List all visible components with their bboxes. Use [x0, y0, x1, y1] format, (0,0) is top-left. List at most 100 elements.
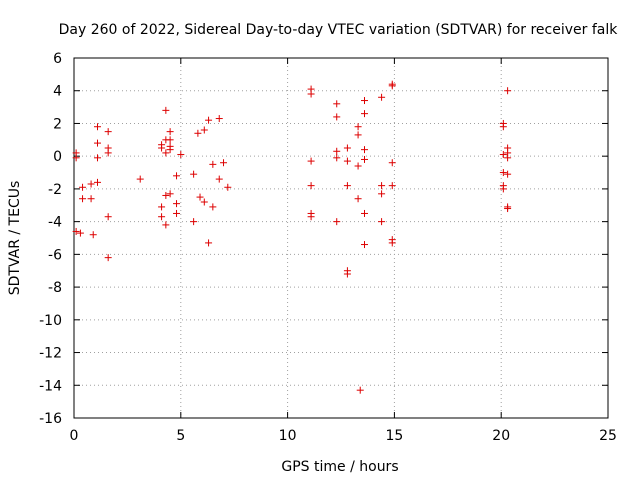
- data-point: [196, 193, 204, 201]
- data-point: [378, 182, 386, 190]
- data-point: [504, 87, 512, 95]
- data-point: [162, 221, 170, 229]
- y-tick-label: -16: [39, 411, 62, 427]
- data-point: [166, 136, 174, 144]
- plot-frame: [73, 57, 609, 419]
- y-tick-label: 2: [53, 116, 62, 132]
- data-point: [166, 128, 174, 136]
- data-point: [93, 139, 101, 147]
- y-tick-label: -14: [39, 378, 62, 394]
- grid-lines: [74, 58, 608, 418]
- y-tick-label: -12: [39, 346, 62, 362]
- x-tick-label: 10: [279, 428, 297, 444]
- data-point: [190, 218, 198, 226]
- data-point: [307, 213, 315, 221]
- data-point: [378, 93, 386, 101]
- x-tick-label: 20: [492, 428, 510, 444]
- data-point: [307, 182, 315, 190]
- data-point: [173, 172, 181, 180]
- y-tick-labels: -16 -14 -12 -10 -8 -6 -4 -2 0 2 4 6: [39, 51, 62, 427]
- y-tick-label: -8: [48, 280, 62, 296]
- data-point: [504, 205, 512, 213]
- data-point: [499, 123, 507, 131]
- data-point: [504, 170, 512, 178]
- data-points: [72, 80, 512, 394]
- data-point: [343, 270, 351, 278]
- data-point: [194, 129, 202, 137]
- data-point: [388, 82, 396, 90]
- data-point: [333, 113, 341, 121]
- data-point: [343, 182, 351, 190]
- data-point: [162, 106, 170, 114]
- data-point: [354, 123, 362, 131]
- data-point: [215, 115, 223, 123]
- data-point: [158, 213, 166, 221]
- data-point: [76, 229, 84, 237]
- data-point: [200, 126, 208, 134]
- data-point: [354, 162, 362, 170]
- data-point: [166, 146, 174, 154]
- data-point: [166, 190, 174, 198]
- data-point: [378, 190, 386, 198]
- data-point: [343, 144, 351, 152]
- data-point: [360, 155, 368, 163]
- y-tick-label: -6: [48, 247, 62, 263]
- data-point: [209, 160, 217, 168]
- data-point: [173, 200, 181, 208]
- axis-ticks: [73, 57, 609, 419]
- data-point: [93, 154, 101, 162]
- data-point: [360, 146, 368, 154]
- data-point: [388, 182, 396, 190]
- data-point: [378, 218, 386, 226]
- data-point: [177, 151, 185, 159]
- data-point: [333, 218, 341, 226]
- data-point: [162, 191, 170, 199]
- x-axis-label: GPS time / hours: [281, 459, 398, 475]
- data-point: [104, 128, 112, 136]
- data-point: [209, 203, 217, 211]
- data-point: [356, 386, 364, 394]
- data-point: [499, 151, 507, 159]
- data-point: [162, 149, 170, 157]
- data-point: [307, 157, 315, 165]
- data-point: [343, 157, 351, 165]
- data-point: [136, 175, 144, 183]
- data-point: [104, 213, 112, 221]
- y-tick-label: 6: [53, 51, 62, 67]
- data-point: [72, 154, 80, 162]
- data-point: [360, 241, 368, 249]
- data-point: [104, 149, 112, 157]
- data-point: [360, 97, 368, 105]
- data-point: [215, 175, 223, 183]
- y-axis-label: SDTVAR / TECUs: [7, 181, 23, 296]
- data-point: [224, 183, 232, 191]
- x-tick-label: 5: [176, 428, 185, 444]
- data-point: [354, 131, 362, 139]
- data-point: [220, 159, 228, 167]
- y-tick-label: -10: [39, 313, 62, 329]
- data-point: [87, 180, 95, 188]
- data-point: [388, 239, 396, 247]
- data-point: [205, 116, 213, 124]
- data-point: [333, 154, 341, 162]
- data-point: [499, 185, 507, 193]
- data-point: [158, 203, 166, 211]
- chart-title: Day 260 of 2022, Sidereal Day-to-day VTE…: [59, 22, 619, 38]
- data-point: [190, 170, 198, 178]
- x-tick-label: 15: [385, 428, 403, 444]
- data-point: [333, 100, 341, 108]
- y-tick-label: -2: [48, 182, 62, 198]
- data-point: [93, 123, 101, 131]
- data-point: [360, 209, 368, 217]
- data-point: [333, 147, 341, 155]
- data-point: [173, 209, 181, 217]
- data-point: [93, 178, 101, 186]
- data-point: [87, 195, 95, 203]
- data-point: [504, 154, 512, 162]
- data-point: [79, 195, 87, 203]
- x-tick-labels: 0 5 10 15 20 25: [70, 428, 617, 444]
- x-tick-label: 25: [599, 428, 617, 444]
- data-point: [104, 254, 112, 262]
- data-point: [72, 227, 80, 235]
- data-point: [200, 198, 208, 206]
